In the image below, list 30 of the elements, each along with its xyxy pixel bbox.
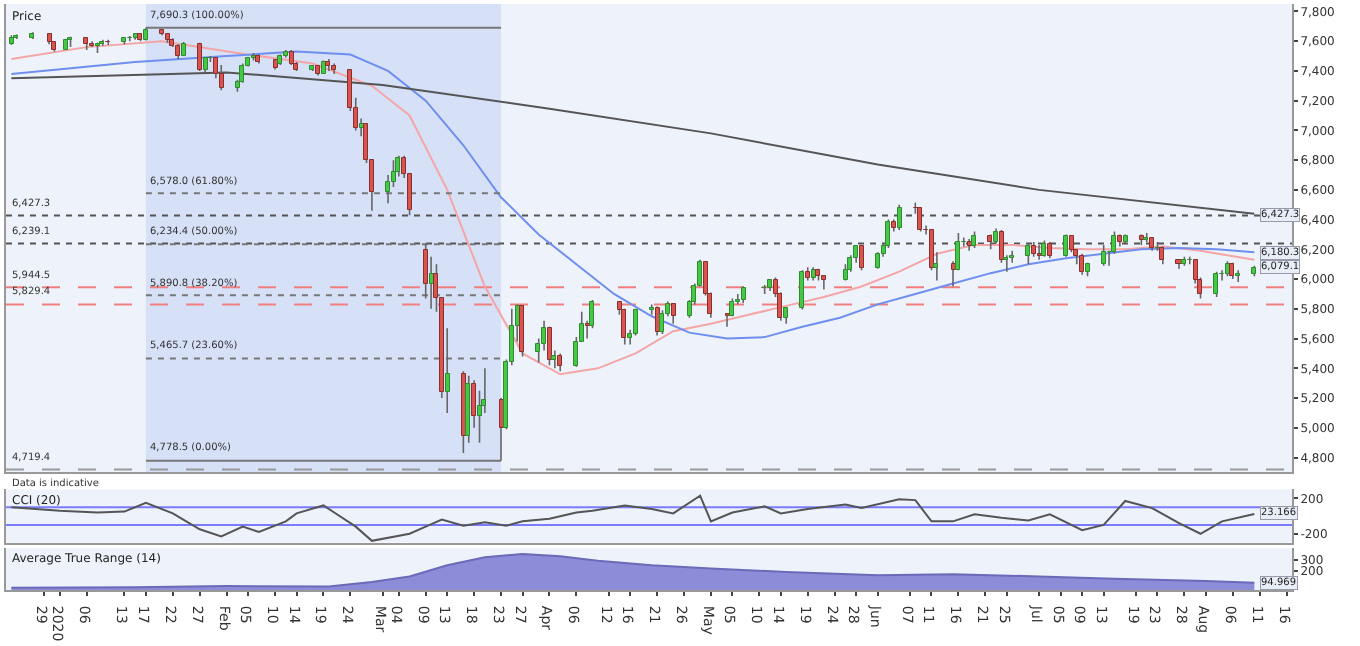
candlestick xyxy=(197,41,202,72)
candlestick xyxy=(999,229,1004,264)
candlestick xyxy=(1101,244,1106,267)
candlestick xyxy=(1025,242,1030,266)
candlestick xyxy=(897,203,902,231)
candlestick xyxy=(821,275,826,291)
candlestick xyxy=(547,325,552,367)
line-series xyxy=(10,494,1256,542)
candlestick xyxy=(1213,270,1218,298)
candlestick xyxy=(799,269,804,311)
candlestick xyxy=(859,244,864,271)
candlestick xyxy=(633,308,638,337)
candlestick xyxy=(659,309,664,335)
candlestick xyxy=(621,308,626,346)
candlestick xyxy=(519,305,524,358)
candlestick xyxy=(1079,253,1084,276)
candlestick xyxy=(551,349,556,370)
candlestick xyxy=(1235,269,1240,283)
candlestick xyxy=(885,218,890,249)
candlestick xyxy=(1009,250,1014,264)
candlestick xyxy=(671,303,676,325)
candlestick xyxy=(445,327,450,414)
candlestick xyxy=(917,206,922,233)
candlestick xyxy=(219,64,224,92)
candlestick xyxy=(239,62,244,84)
candlestick xyxy=(1003,254,1008,273)
candlestick xyxy=(933,251,938,282)
line-series xyxy=(10,71,1256,215)
candlestick xyxy=(1111,230,1116,255)
candlestick xyxy=(649,303,654,316)
